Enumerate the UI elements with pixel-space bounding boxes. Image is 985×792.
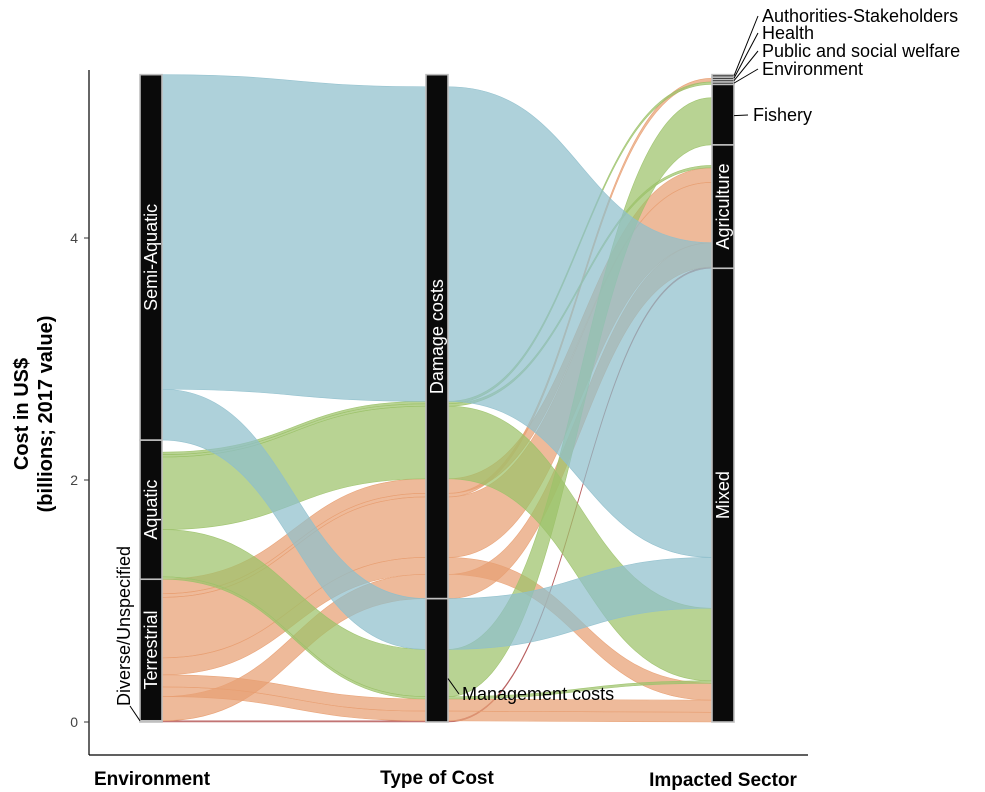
callout-line-health bbox=[733, 32, 759, 79]
y-tick-label: 4 bbox=[70, 230, 78, 246]
callout-line-public-and-social-welfare bbox=[733, 50, 759, 82]
y-axis-title-line1: Cost in US$ bbox=[11, 358, 33, 470]
callout-label-authorities-stakeholders: Authorities-Stakeholders bbox=[762, 6, 958, 26]
stratum-management-costs bbox=[425, 597, 449, 723]
strata-layer: Terrestrial Aquatic Semi-Aquatic Damage cos… bbox=[139, 73, 735, 723]
callout-line-authorities-stakeholders bbox=[733, 15, 759, 77]
stratum-label-terrestrial: Terrestrial bbox=[141, 610, 161, 689]
callout-label-public-and-social-welfare: Public and social welfare bbox=[762, 41, 960, 61]
callout-line-diverse-unspecified bbox=[129, 705, 141, 722]
callout-label-environment: Environment bbox=[762, 59, 863, 79]
stratum-label-mixed: Mixed bbox=[713, 471, 733, 519]
stratum-label-agriculture: Agriculture bbox=[713, 164, 733, 250]
x-axis-label-type-of-cost: Type of Cost bbox=[380, 768, 494, 789]
callout-line-environment bbox=[733, 68, 759, 84]
stratum-label-aquatic: Aquatic bbox=[141, 480, 161, 540]
callout-label-health: Health bbox=[762, 23, 814, 43]
callout-label-diverse-unspecified: Diverse/Unspecified bbox=[114, 546, 134, 706]
stratum-label-semi-aquatic: Semi-Aquatic bbox=[141, 204, 161, 311]
callout-label-fishery: Fishery bbox=[753, 105, 812, 125]
y-tick-label: 2 bbox=[70, 472, 78, 488]
x-axis-label-impacted-sector: Impacted Sector bbox=[649, 770, 797, 791]
callout-line-management-costs bbox=[447, 678, 460, 695]
stratum-authorities-stakeholders bbox=[711, 73, 735, 78]
stratum-label-damage-costs: Damage costs bbox=[427, 279, 447, 394]
callout-line-fishery bbox=[733, 114, 749, 117]
y-axis-title: Cost in US$ (billions; 2017 value) bbox=[11, 316, 57, 513]
y-ticks-layer: 0 2 4 bbox=[70, 230, 89, 730]
stratum-fishery bbox=[711, 83, 735, 146]
y-axis-title-line2: (billions; 2017 value) bbox=[35, 316, 57, 513]
axes-layer bbox=[88, 70, 808, 756]
x-axis-label-environment: Environment bbox=[94, 769, 211, 790]
labels-layer: Diverse/Unspecified Management costs Fishe… bbox=[114, 6, 960, 722]
callout-label-management-costs: Management costs bbox=[462, 684, 614, 704]
stratum-damage-costs bbox=[425, 73, 449, 600]
stratum-semi-aquatic bbox=[139, 73, 163, 441]
y-tick-label: 0 bbox=[70, 714, 78, 730]
